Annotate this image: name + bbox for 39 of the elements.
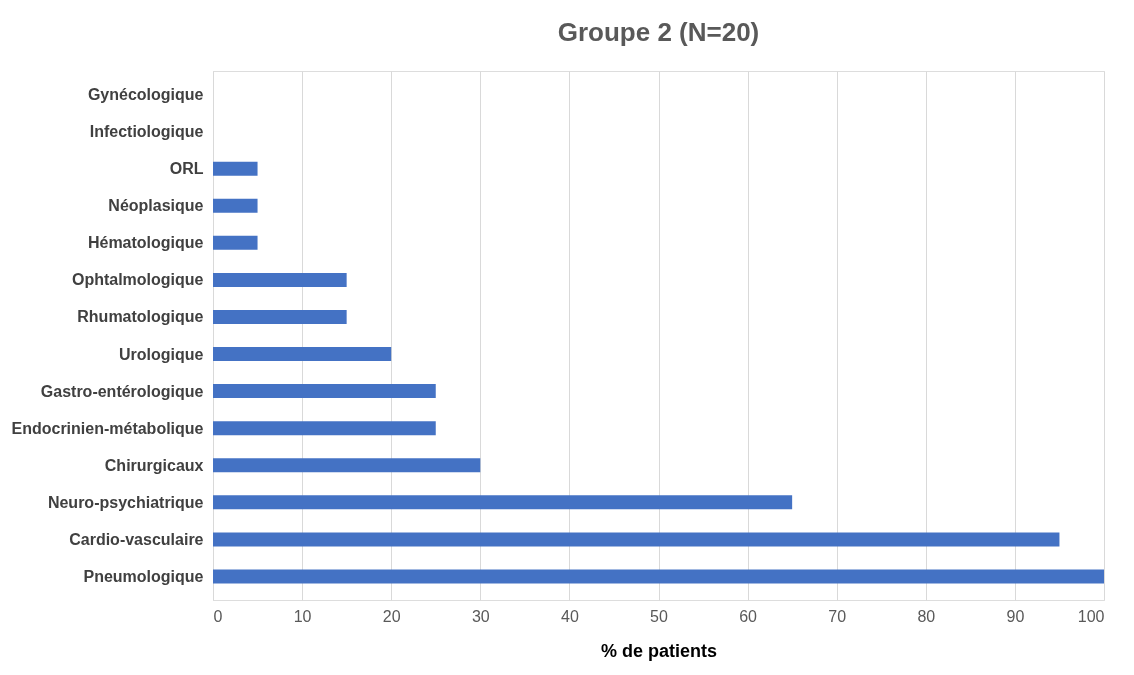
bar	[213, 347, 392, 362]
x-tick-label: 40	[561, 607, 579, 625]
y-tick-label: Rhumatologique	[77, 308, 204, 326]
bar	[213, 161, 258, 176]
x-tick-label: 100	[1077, 607, 1105, 625]
y-tick-label: Cardio-vasculaire	[69, 530, 204, 548]
x-tick-label: 70	[828, 607, 847, 625]
bar	[213, 495, 793, 510]
y-tick-label: Chirurgicaux	[104, 456, 204, 474]
y-tick-label: Gynécologique	[87, 86, 204, 104]
bar	[213, 458, 481, 473]
y-tick-label: ORL	[169, 160, 204, 178]
bar	[213, 235, 258, 250]
y-tick-label: Endocrinien-métabolique	[11, 419, 204, 437]
bar	[213, 532, 1060, 547]
x-axis-title: % de patients	[600, 640, 718, 661]
y-tick-label: Pneumologique	[83, 567, 204, 585]
x-tick-label: 0	[213, 607, 223, 625]
bar	[213, 421, 436, 436]
y-tick-label: Neuro-psychiatrique	[47, 493, 204, 511]
y-tick-label: Hématologique	[87, 234, 204, 252]
y-tick-label: Ophtalmologique	[71, 271, 204, 289]
y-tick-label: Néoplasique	[108, 197, 204, 215]
x-tick-label: 50	[650, 607, 668, 625]
x-tick-label: 60	[739, 607, 758, 625]
x-tick-label: 80	[917, 607, 936, 625]
x-tick-label: 20	[382, 607, 401, 625]
bar	[213, 569, 1104, 584]
bar	[213, 198, 258, 213]
y-tick-label: Infectiologique	[89, 123, 204, 141]
bar	[213, 272, 347, 287]
x-tick-label: 10	[293, 607, 312, 625]
chart-title: Groupe 2 (N=20)	[557, 17, 760, 47]
y-tick-label: Urologique	[119, 345, 204, 363]
x-tick-label: 90	[1006, 607, 1025, 625]
bar	[213, 384, 436, 399]
y-tick-label: Gastro-entérologique	[40, 382, 204, 400]
x-tick-label: 30	[471, 607, 490, 625]
bar	[213, 309, 347, 324]
